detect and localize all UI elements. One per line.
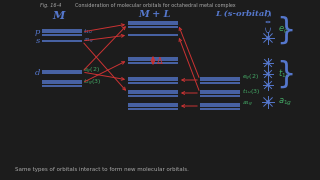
Circle shape xyxy=(267,73,269,75)
Circle shape xyxy=(267,62,269,64)
Text: $e_g(2)$: $e_g(2)$ xyxy=(242,73,259,83)
Text: $\Delta$: $\Delta$ xyxy=(156,55,164,66)
Text: M: M xyxy=(52,10,64,21)
Text: $t_{1u}$: $t_{1u}$ xyxy=(83,28,93,36)
Text: $t_{1u}(3)$: $t_{1u}(3)$ xyxy=(242,87,260,96)
Text: $a_{1g}$: $a_{1g}$ xyxy=(242,99,253,109)
Text: s: s xyxy=(36,37,40,45)
Text: $a_{1g}$: $a_{1g}$ xyxy=(83,36,94,46)
Text: d: d xyxy=(35,69,40,77)
Text: $e_g(2)$: $e_g(2)$ xyxy=(83,66,100,76)
Text: M + L: M + L xyxy=(139,10,171,19)
Text: }: } xyxy=(276,15,295,44)
Text: p: p xyxy=(35,28,40,36)
Text: }: } xyxy=(276,60,295,89)
Circle shape xyxy=(267,84,269,86)
Text: $t_{2g}(3)$: $t_{2g}(3)$ xyxy=(83,78,101,88)
Text: $a_{1g}$: $a_{1g}$ xyxy=(278,96,292,108)
Text: Consideration of molecular orbitals for octahedral metal complex: Consideration of molecular orbitals for … xyxy=(75,3,236,8)
Text: Fig. 16-4: Fig. 16-4 xyxy=(40,3,61,8)
Text: L (s-orbital): L (s-orbital) xyxy=(215,10,271,18)
Text: $e_g$: $e_g$ xyxy=(278,24,289,36)
Text: Same types of orbitals interact to form new molecular orbitals.: Same types of orbitals interact to form … xyxy=(15,167,189,172)
Circle shape xyxy=(267,100,269,104)
Circle shape xyxy=(267,37,269,39)
Text: $t_{1u}$: $t_{1u}$ xyxy=(278,68,291,80)
